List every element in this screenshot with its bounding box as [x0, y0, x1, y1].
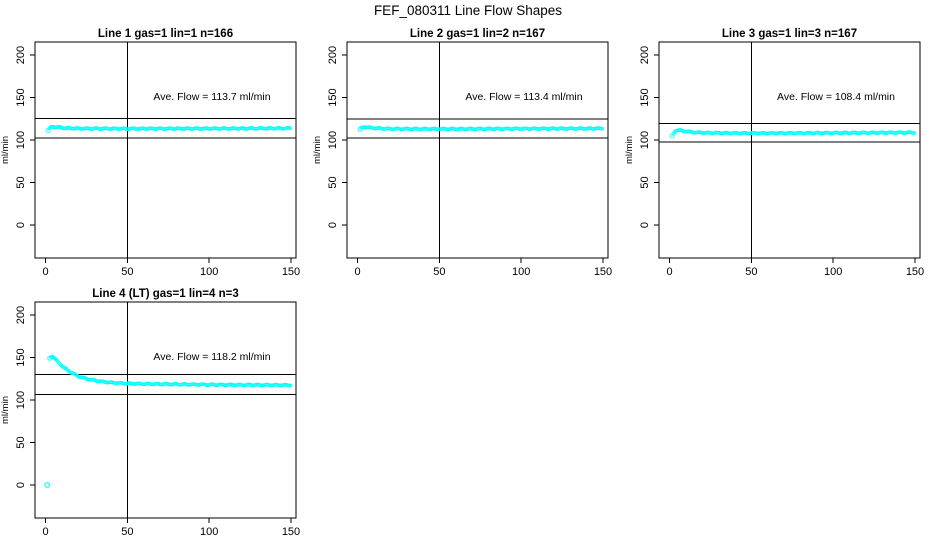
ave-flow-annotation: Ave. Flow = 118.2 ml/min: [153, 351, 270, 363]
y-tick-label: 0: [15, 222, 27, 228]
y-tick-label: 150: [327, 88, 339, 106]
y-tick-label: 50: [15, 436, 27, 448]
x-tick-label: 150: [282, 526, 300, 538]
x-tick-label: 100: [512, 266, 530, 278]
panel-title: Line 4 (LT) gas=1 lin=4 n=3: [92, 288, 238, 300]
x-tick-label: 0: [43, 266, 49, 278]
outlier-point: [44, 482, 51, 488]
x-tick-label: 150: [282, 266, 300, 278]
data-point: [288, 126, 293, 131]
y-tick-label: 50: [15, 176, 27, 188]
x-tick-label: 50: [121, 266, 133, 278]
panel-line-2: Line 2 gas=1 lin=2 n=167 0 50 100 150 0 50 100 1…: [312, 28, 612, 278]
ave-flow-annotation: Ave. Flow = 108.4 ml/min: [777, 91, 895, 103]
y-tick-label: 0: [327, 222, 339, 228]
x-tick-label: 100: [200, 266, 218, 278]
x-tick-label: 0: [355, 266, 361, 278]
panel-line-4: Line 4 (LT) gas=1 lin=4 n=3 0 50 100 150 0 50 1…: [0, 288, 300, 538]
panel-title: Line 2 gas=1 lin=2 n=167: [410, 28, 545, 40]
plot-box: [658, 41, 921, 259]
x-tick-label: 50: [121, 526, 133, 538]
y-tick-label: 100: [327, 131, 339, 149]
y-tick-label: 150: [639, 88, 651, 106]
main-title: FEF_080311 Line Flow Shapes: [373, 3, 563, 18]
plot-box: [34, 301, 297, 519]
y-tick-label: 200: [639, 46, 651, 64]
plot-box: [346, 41, 609, 259]
panel-line-1: Line 1 gas=1 lin=1 n=166 0 50 100 150 0 50 100 1…: [0, 28, 300, 278]
plot-box: [34, 41, 297, 259]
x-tick-label: 50: [745, 266, 757, 278]
data-point: [600, 126, 605, 131]
y-tick-label: 200: [15, 46, 27, 64]
y-tick-label: 50: [639, 176, 651, 188]
y-tick-label: 50: [327, 176, 339, 188]
y-axis-label: ml/min: [312, 136, 323, 164]
y-tick-label: 100: [15, 131, 27, 149]
y-tick-label: 150: [15, 348, 27, 366]
data-point: [288, 383, 293, 388]
x-tick-label: 150: [906, 266, 924, 278]
panel-title: Line 3 gas=1 lin=3 n=167: [722, 28, 857, 40]
y-tick-label: 0: [639, 222, 651, 228]
x-tick-label: 100: [200, 526, 218, 538]
y-tick-label: 200: [327, 46, 339, 64]
ave-flow-annotation: Ave. Flow = 113.7 ml/min: [153, 91, 270, 103]
y-tick-label: 100: [15, 391, 27, 409]
y-tick-label: 150: [15, 88, 27, 106]
x-tick-label: 150: [594, 266, 612, 278]
y-tick-label: 0: [15, 482, 27, 488]
panel-title: Line 1 gas=1 lin=1 n=166: [98, 28, 233, 40]
ave-flow-annotation: Ave. Flow = 113.4 ml/min: [465, 91, 582, 103]
data-point: [912, 131, 917, 135]
y-tick-label: 100: [639, 131, 651, 149]
x-tick-label: 0: [43, 526, 49, 538]
x-tick-label: 50: [433, 266, 445, 278]
y-axis-label: ml/min: [0, 396, 11, 424]
y-axis-label: ml/min: [624, 136, 635, 164]
x-tick-label: 100: [824, 266, 842, 278]
panel-line-3: Line 3 gas=1 lin=3 n=167 0 50 100 150 0 50 100 1…: [624, 28, 924, 278]
y-axis-label: ml/min: [0, 136, 11, 164]
x-tick-label: 0: [667, 266, 673, 278]
y-tick-label: 200: [15, 306, 27, 324]
